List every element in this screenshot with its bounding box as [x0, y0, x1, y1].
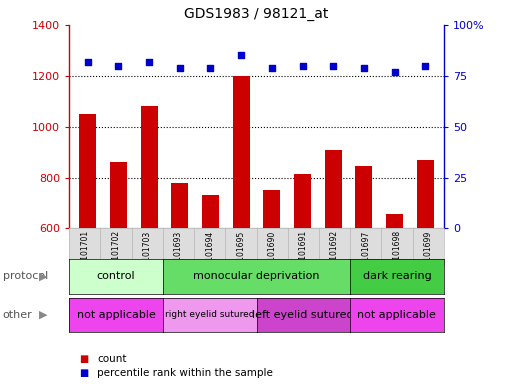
Text: GSM101692: GSM101692 — [330, 230, 339, 276]
Text: other: other — [3, 310, 32, 320]
Point — [329, 63, 338, 69]
Text: GSM101701: GSM101701 — [81, 230, 89, 276]
Text: not applicable: not applicable — [358, 310, 437, 320]
Point — [299, 63, 307, 69]
Text: GSM101702: GSM101702 — [111, 230, 121, 276]
Point — [84, 58, 92, 65]
Point — [421, 63, 429, 69]
Text: GSM101698: GSM101698 — [392, 230, 402, 276]
Bar — [202, 195, 219, 228]
Text: ▶: ▶ — [40, 310, 48, 320]
Text: ■: ■ — [80, 354, 89, 364]
Bar — [171, 183, 188, 228]
Text: GSM101703: GSM101703 — [143, 230, 152, 276]
Bar — [386, 215, 403, 228]
Text: GSM101694: GSM101694 — [205, 230, 214, 276]
Bar — [263, 190, 280, 228]
Bar — [325, 150, 342, 228]
Text: GSM101699: GSM101699 — [424, 230, 432, 276]
Text: GSM101697: GSM101697 — [361, 230, 370, 276]
Bar — [110, 162, 127, 228]
Bar — [294, 174, 311, 228]
Text: count: count — [97, 354, 127, 364]
Bar — [79, 114, 96, 228]
Point — [145, 58, 153, 65]
Point — [237, 52, 245, 58]
Text: ▶: ▶ — [40, 271, 48, 281]
Text: protocol: protocol — [3, 271, 48, 281]
Text: dark rearing: dark rearing — [363, 271, 431, 281]
Text: right eyelid sutured: right eyelid sutured — [165, 310, 254, 319]
Bar — [417, 160, 434, 228]
Text: control: control — [97, 271, 135, 281]
Text: GSM101690: GSM101690 — [268, 230, 277, 276]
Point — [114, 63, 123, 69]
Text: not applicable: not applicable — [76, 310, 155, 320]
Text: GSM101693: GSM101693 — [174, 230, 183, 276]
Title: GDS1983 / 98121_at: GDS1983 / 98121_at — [184, 7, 329, 21]
Bar — [141, 106, 157, 228]
Point — [206, 65, 214, 71]
Text: monocular deprivation: monocular deprivation — [193, 271, 320, 281]
Text: GSM101691: GSM101691 — [299, 230, 308, 276]
Text: GSM101695: GSM101695 — [236, 230, 245, 276]
Point — [360, 65, 368, 71]
Point — [268, 65, 276, 71]
Text: left eyelid sutured: left eyelid sutured — [252, 310, 354, 320]
Text: ■: ■ — [80, 368, 89, 378]
Point — [390, 69, 399, 75]
Text: percentile rank within the sample: percentile rank within the sample — [97, 368, 273, 378]
Bar — [233, 76, 250, 228]
Bar — [356, 166, 372, 228]
Point — [175, 65, 184, 71]
